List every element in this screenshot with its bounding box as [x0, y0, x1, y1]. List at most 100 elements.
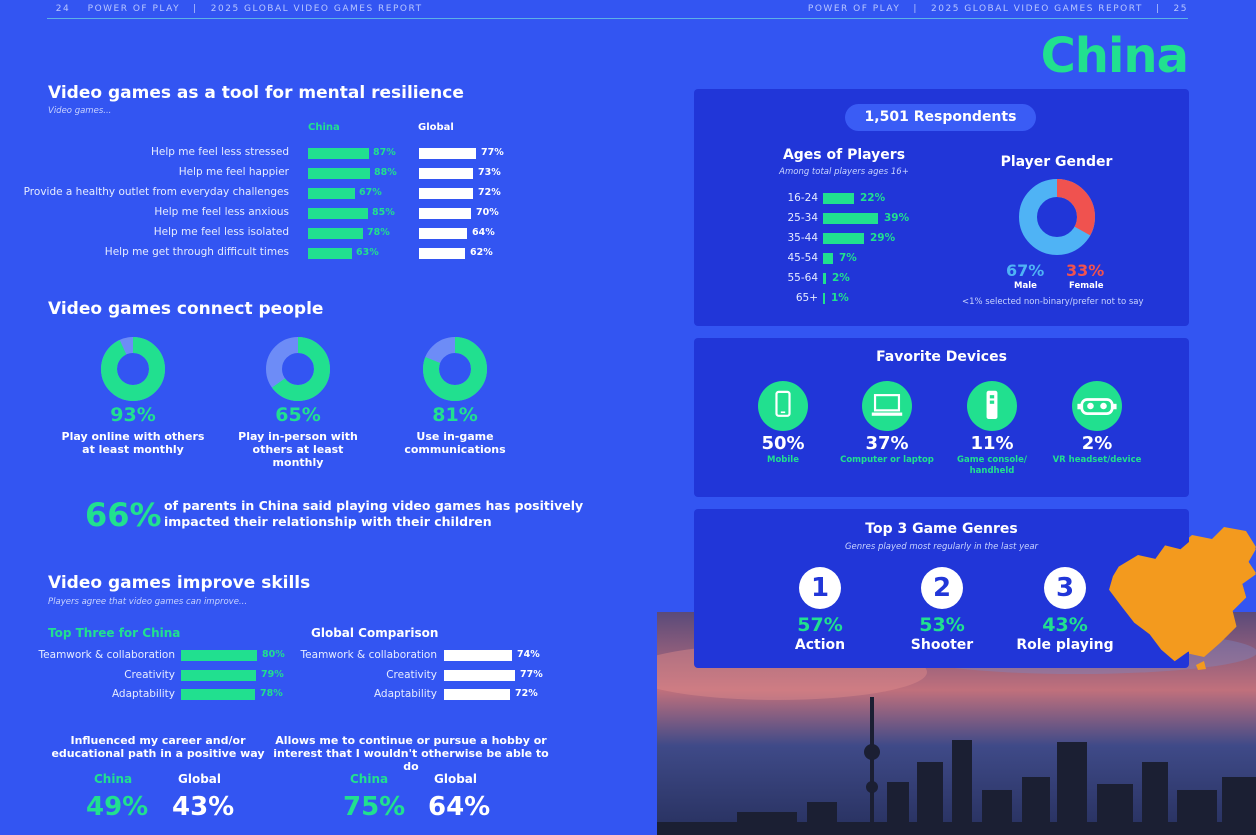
connect-donut-chart: [101, 337, 165, 401]
resilience-global-bar: [419, 208, 471, 219]
skills-china-bar: [181, 650, 257, 661]
hobby-line-2: interest that I wouldn't otherwise be ab…: [273, 747, 549, 773]
resilience-china-bar: [308, 168, 370, 179]
skills-subtitle: Players agree that video games can impro…: [48, 597, 248, 607]
resilience-china-bar: [308, 148, 369, 159]
resilience-col-china: China: [308, 122, 340, 133]
resilience-row-label: Help me feel less isolated: [153, 226, 289, 238]
devices-title: Favorite Devices: [876, 349, 1007, 365]
resilience-global-bar: [419, 248, 465, 259]
resilience-china-value: 67%: [359, 187, 382, 198]
device-percent: 2%: [1081, 433, 1113, 454]
mobile-icon: [758, 381, 808, 431]
age-bar: [823, 233, 864, 244]
device-label: Mobile: [728, 455, 838, 466]
skills-global-bar: [444, 650, 512, 661]
device-label-line: handheld: [969, 466, 1015, 476]
resilience-china-value: 63%: [356, 247, 379, 258]
genre-label: Role playing: [1016, 637, 1114, 653]
career-statement: Influenced my career and/or educational …: [48, 734, 268, 760]
hobby-china-value: 75%: [343, 792, 406, 822]
connect-donut-caption: Play online with others at least monthly: [53, 430, 213, 456]
age-row-label: 16-24: [787, 192, 818, 204]
career-line-2: educational path in a positive way: [51, 747, 265, 760]
hobby-global-label: Global: [434, 772, 478, 786]
skills-global-label: Creativity: [386, 668, 437, 681]
hobby-china-label: China: [350, 772, 389, 786]
hobby-global-value: 64%: [428, 792, 491, 822]
left-header: 24 POWER OF PLAY | 2025 GLOBAL VIDEO GAM…: [47, 0, 423, 14]
skills-china-value: 79%: [261, 668, 284, 680]
skills-global-value: 74%: [517, 649, 540, 660]
demographics-panel: 1,501 Respondents Ages of Players Among …: [694, 89, 1189, 326]
resilience-china-value: 88%: [374, 167, 397, 178]
resilience-col-global: Global: [418, 122, 454, 133]
age-value: 2%: [832, 272, 850, 284]
skills-china-label: Teamwork & collaboration: [38, 649, 175, 661]
ages-subtitle: Among total players ages 16+: [779, 167, 909, 177]
connect-donut-chart: [266, 337, 330, 401]
gender-female-label: Female: [1069, 281, 1104, 291]
genre-percent: 43%: [1042, 614, 1088, 636]
genre-rank-badge: 1: [799, 567, 841, 609]
age-value: 1%: [831, 292, 849, 304]
age-value: 7%: [839, 252, 857, 264]
vr-headset-icon: [1072, 381, 1122, 431]
device-label: VR headset/device: [1042, 455, 1152, 466]
parents-statement: of parents in China said playing video g…: [164, 498, 583, 530]
genre-percent: 53%: [919, 614, 965, 636]
connect-title: Video games connect people: [48, 299, 324, 319]
resilience-global-bar: [419, 188, 473, 199]
career-china-label: China: [94, 772, 133, 786]
skills-global-value: 72%: [515, 688, 538, 699]
resilience-row-label: Help me feel less anxious: [154, 206, 289, 218]
resilience-global-value: 64%: [472, 227, 495, 238]
age-row-label: 45-54: [787, 252, 818, 264]
resilience-china-value: 78%: [367, 227, 390, 238]
gender-female-percent: 33%: [1066, 261, 1105, 280]
age-row-label: 65+: [795, 292, 818, 304]
genres-title: Top 3 Game Genres: [865, 521, 1018, 537]
skills-china-bar: [181, 669, 256, 681]
right-page-number: 25: [1173, 4, 1188, 14]
connect-donut-value-arc: [423, 337, 487, 401]
resilience-row-label: Provide a healthy outlet from everyday c…: [23, 186, 289, 198]
device-percent: 11%: [970, 433, 1014, 454]
connect-caption-line: Use in-game: [416, 430, 494, 443]
resilience-row-label: Help me feel happier: [178, 166, 289, 178]
right-header: POWER OF PLAY | 2025 GLOBAL VIDEO GAMES …: [799, 0, 1188, 14]
skills-title: Video games improve skills: [48, 573, 311, 593]
age-row-label: 25-34: [787, 212, 818, 224]
connect-caption-line: at least monthly: [82, 443, 184, 456]
header-rule: [47, 18, 1188, 19]
gender-female-arc: [1019, 179, 1095, 255]
connect-caption-line: monthly: [272, 456, 324, 469]
connect-donut-percent: 65%: [275, 404, 321, 426]
genre-percent: 57%: [797, 614, 843, 636]
career-china-value: 49%: [86, 792, 149, 822]
connect-donut-chart: [423, 337, 487, 401]
resilience-global-value: 70%: [476, 207, 499, 218]
skills-global-bar: [444, 689, 510, 700]
connect-caption-line: Play online with others: [61, 430, 205, 443]
resilience-global-value: 73%: [478, 167, 501, 178]
age-bar: [823, 253, 833, 264]
genres-subtitle: Genres played most regularly in the last…: [844, 542, 1039, 552]
connect-donut-value-arc: [101, 337, 165, 401]
resilience-china-bar: [308, 248, 352, 259]
skills-global-heading: Global Comparison: [311, 626, 439, 640]
device-percent: 37%: [865, 433, 909, 454]
resilience-china-value: 85%: [372, 207, 395, 218]
device-label: Game console/handheld: [937, 455, 1047, 477]
age-value: 29%: [870, 232, 896, 244]
respondents-pill: 1,501 Respondents: [845, 104, 1036, 131]
resilience-china-bar: [308, 188, 355, 199]
resilience-global-value: 72%: [478, 187, 501, 198]
genre-label: Shooter: [910, 637, 974, 653]
age-row-label: 35-44: [787, 232, 818, 244]
age-bar: [823, 213, 878, 224]
connect-donut-caption: Use in-game communications: [375, 430, 535, 456]
resilience-china-bar: [308, 208, 368, 219]
skills-global-label: Adaptability: [373, 688, 437, 700]
resilience-global-bar: [419, 148, 476, 159]
